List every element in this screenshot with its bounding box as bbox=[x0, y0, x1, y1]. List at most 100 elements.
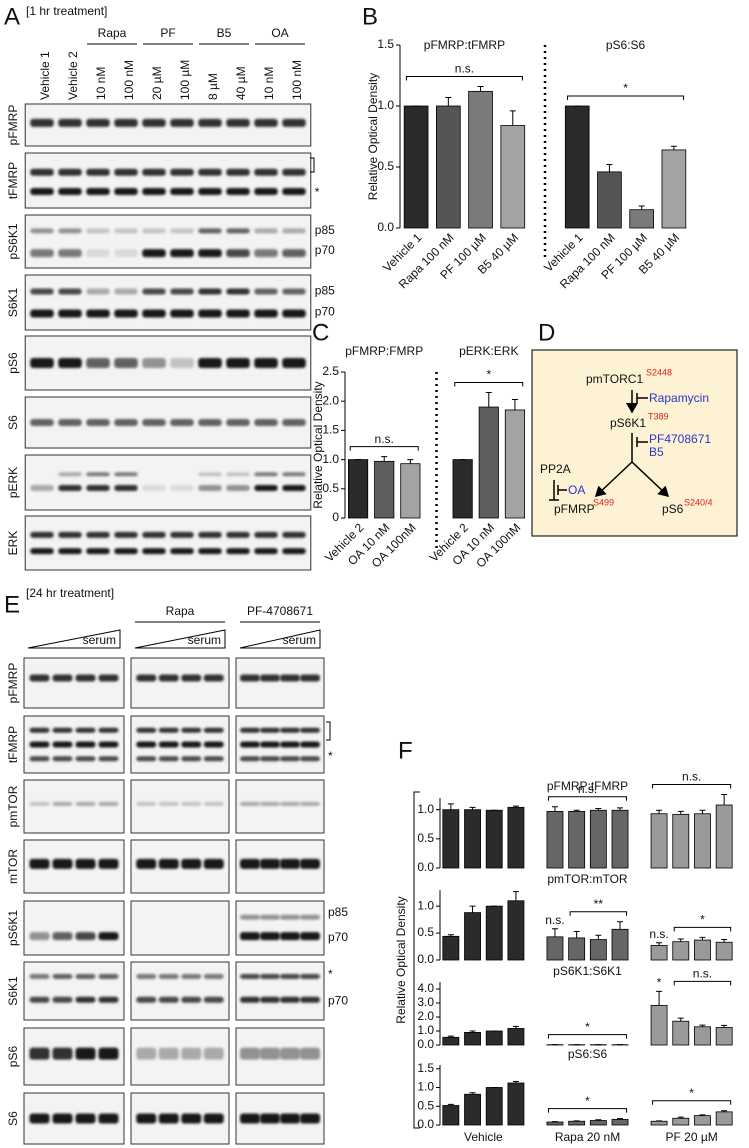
band bbox=[58, 358, 82, 368]
band bbox=[226, 358, 250, 368]
significance-label: n.s. bbox=[682, 770, 701, 784]
error-bar bbox=[617, 921, 624, 930]
inhibitor bbox=[557, 485, 567, 495]
band bbox=[280, 858, 300, 869]
band bbox=[260, 801, 280, 806]
band-label: * bbox=[328, 749, 333, 763]
band bbox=[30, 548, 54, 555]
band bbox=[98, 727, 119, 733]
panel-header: [24 hr treatment] bbox=[26, 586, 114, 600]
blot-frame bbox=[130, 657, 230, 709]
blot-frame bbox=[23, 961, 125, 1021]
error-bar bbox=[699, 1024, 706, 1027]
band bbox=[158, 1047, 179, 1060]
y-tick-label: 1.0 bbox=[322, 452, 339, 466]
error-bar bbox=[512, 891, 519, 901]
band bbox=[254, 548, 278, 555]
band bbox=[114, 419, 138, 426]
band bbox=[75, 858, 96, 869]
y-axis-label: Relative Optical Density bbox=[311, 381, 325, 508]
band bbox=[203, 756, 224, 762]
band bbox=[181, 801, 202, 806]
bar bbox=[485, 905, 503, 961]
band bbox=[142, 358, 166, 368]
band bbox=[75, 727, 96, 733]
band bbox=[30, 188, 54, 195]
band bbox=[29, 974, 50, 979]
significance-label: * bbox=[657, 976, 662, 990]
band bbox=[260, 674, 280, 682]
band bbox=[226, 472, 250, 477]
error-bar bbox=[677, 810, 684, 815]
group-label: Rapa 20 nM bbox=[555, 1130, 620, 1144]
y-tick-label: 1.0 bbox=[417, 898, 434, 912]
band bbox=[114, 485, 138, 491]
band bbox=[300, 727, 320, 733]
significance-label: * bbox=[700, 913, 705, 927]
bar bbox=[504, 409, 526, 519]
band bbox=[142, 531, 166, 538]
band bbox=[75, 756, 96, 762]
band bbox=[300, 1047, 320, 1060]
bar bbox=[694, 1115, 711, 1126]
band bbox=[114, 188, 138, 195]
band bbox=[181, 1047, 202, 1060]
error-bar bbox=[656, 809, 663, 814]
significance-label: n.s. bbox=[375, 432, 394, 446]
band bbox=[300, 914, 320, 920]
inhibitor bbox=[636, 437, 648, 447]
band bbox=[280, 996, 300, 1003]
band bbox=[240, 914, 260, 920]
band bbox=[300, 996, 320, 1003]
band bbox=[136, 1047, 157, 1060]
significance-line bbox=[547, 1034, 628, 1039]
band bbox=[300, 974, 320, 979]
y-tick-label: 1.0 bbox=[417, 1080, 434, 1094]
band bbox=[142, 118, 166, 127]
bar bbox=[715, 804, 733, 869]
group-label: B5 bbox=[217, 26, 232, 40]
band bbox=[142, 249, 166, 258]
band bbox=[203, 996, 224, 1003]
significance-line bbox=[673, 926, 732, 932]
error-bar bbox=[485, 391, 492, 408]
significance-line bbox=[652, 784, 732, 789]
band bbox=[98, 858, 119, 869]
bar bbox=[694, 813, 711, 869]
band bbox=[226, 168, 250, 176]
band bbox=[254, 472, 278, 477]
band bbox=[254, 309, 278, 318]
band bbox=[86, 188, 110, 195]
significance-label: n.s. bbox=[455, 62, 474, 76]
bar bbox=[650, 945, 668, 961]
band bbox=[300, 756, 320, 762]
band bbox=[58, 472, 82, 477]
band bbox=[198, 419, 222, 426]
band bbox=[142, 288, 166, 295]
band bbox=[300, 858, 320, 869]
band bbox=[280, 1047, 300, 1060]
error-bar bbox=[699, 809, 706, 814]
lane-label: 100 nM bbox=[122, 60, 136, 100]
blot-label: mTOR bbox=[6, 849, 20, 884]
group-title: pS6:S6 bbox=[606, 38, 646, 52]
band bbox=[280, 674, 300, 682]
band bbox=[240, 756, 260, 762]
band bbox=[142, 228, 166, 234]
site-label: S240/4 bbox=[684, 497, 713, 507]
bar bbox=[715, 1027, 733, 1046]
error-bar bbox=[617, 807, 624, 811]
error-bar bbox=[670, 145, 677, 150]
bar bbox=[546, 1121, 564, 1126]
bar bbox=[347, 459, 369, 519]
error-bar bbox=[595, 934, 602, 940]
bar bbox=[507, 806, 525, 869]
panel-letter: A bbox=[4, 3, 20, 30]
band bbox=[254, 168, 278, 176]
significance-line bbox=[569, 911, 628, 916]
y-tick-label: 0.0 bbox=[377, 220, 394, 234]
band bbox=[282, 548, 306, 555]
blot-frame bbox=[24, 454, 312, 511]
group-label: Rapa bbox=[98, 26, 127, 40]
band bbox=[226, 118, 250, 127]
